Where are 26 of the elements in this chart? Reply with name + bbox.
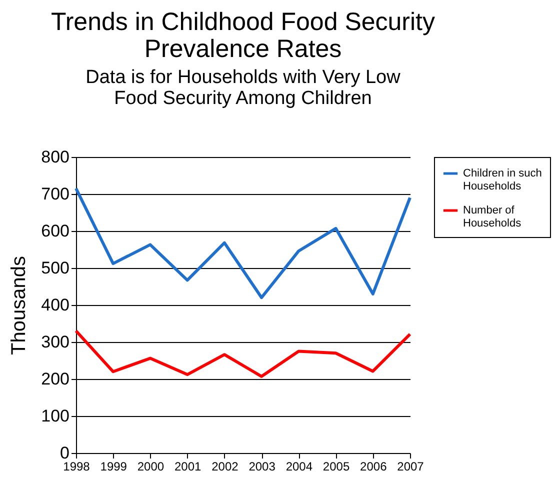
x-tick-label: 2006 [360, 460, 388, 474]
chart-title: Trends in Childhood Food Security Prevalence Rates [51, 8, 436, 63]
y-axis-title: Thousands [8, 256, 30, 355]
y-tick-label: 400 [41, 296, 70, 314]
line-series [74, 329, 412, 378]
y-tick-label: 500 [41, 258, 70, 278]
line-series [74, 186, 412, 300]
x-tick-label: 2004 [286, 460, 313, 474]
x-tick-label: 2002 [212, 460, 239, 474]
chart-subtitle: Data is for Households with Very Low Food Security Among Children [86, 67, 401, 109]
y-tick-label: 300 [41, 332, 70, 352]
x-tick-label: 2000 [137, 460, 164, 474]
x-tick-label: 2001 [174, 460, 202, 474]
y-tick-label: 800 [41, 148, 70, 166]
x-tick-label: 2005 [322, 460, 350, 474]
legend-label: Children in such Households [463, 168, 542, 192]
x-tick-label: 2003 [248, 460, 276, 474]
y-tick-label: 200 [41, 370, 70, 388]
y-tick-label: 0 [60, 444, 70, 462]
x-tick-label: 1998 [63, 460, 90, 474]
y-tick-label: 700 [41, 184, 70, 204]
x-tick-label: 1999 [100, 460, 128, 474]
legend-label: Number of Households [463, 204, 522, 230]
y-tick-label: 100 [41, 406, 70, 426]
x-tick-label: 2007 [397, 460, 424, 474]
y-tick-label: 600 [41, 222, 70, 240]
